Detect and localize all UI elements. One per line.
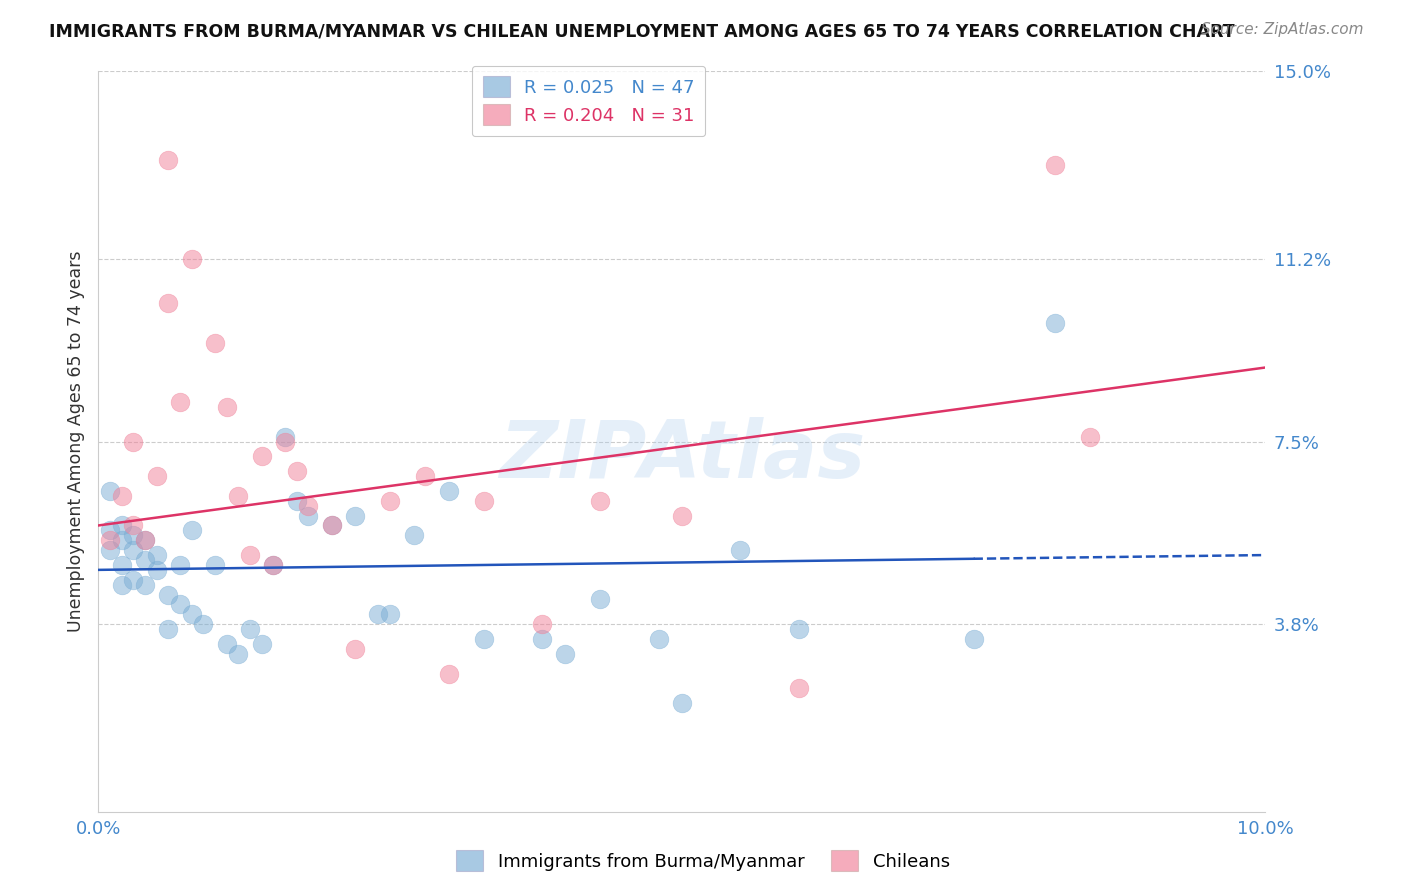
Point xyxy=(437,483,460,498)
Point xyxy=(413,469,436,483)
Point xyxy=(204,335,226,350)
Point xyxy=(111,518,134,533)
Point xyxy=(157,588,180,602)
Point xyxy=(98,543,121,558)
Point xyxy=(134,553,156,567)
Legend: R = 0.025   N = 47, R = 0.204   N = 31: R = 0.025 N = 47, R = 0.204 N = 31 xyxy=(471,66,706,136)
Point xyxy=(228,647,250,661)
Point xyxy=(204,558,226,572)
Point xyxy=(169,598,191,612)
Point xyxy=(122,543,145,558)
Text: IMMIGRANTS FROM BURMA/MYANMAR VS CHILEAN UNEMPLOYMENT AMONG AGES 65 TO 74 YEARS : IMMIGRANTS FROM BURMA/MYANMAR VS CHILEAN… xyxy=(49,22,1234,40)
Point xyxy=(380,493,402,508)
Point xyxy=(262,558,284,572)
Point xyxy=(1045,316,1067,330)
Point xyxy=(228,489,250,503)
Point xyxy=(321,518,343,533)
Point xyxy=(111,577,134,591)
Point xyxy=(1080,429,1102,443)
Point xyxy=(111,489,134,503)
Point xyxy=(239,548,262,562)
Point xyxy=(146,563,169,577)
Point xyxy=(367,607,389,622)
Point xyxy=(239,622,262,636)
Point xyxy=(344,508,367,523)
Point xyxy=(274,434,297,449)
Point xyxy=(554,647,576,661)
Point xyxy=(134,577,156,591)
Point xyxy=(250,637,273,651)
Text: ZIPAtlas: ZIPAtlas xyxy=(499,417,865,495)
Point xyxy=(647,632,669,646)
Point xyxy=(98,533,121,548)
Point xyxy=(169,558,191,572)
Point xyxy=(134,533,156,548)
Point xyxy=(285,464,308,478)
Point xyxy=(180,524,202,538)
Point xyxy=(157,622,180,636)
Point xyxy=(437,666,460,681)
Y-axis label: Unemployment Among Ages 65 to 74 years: Unemployment Among Ages 65 to 74 years xyxy=(66,251,84,632)
Point xyxy=(98,524,121,538)
Point xyxy=(472,632,495,646)
Point xyxy=(146,548,169,562)
Point xyxy=(146,469,169,483)
Point xyxy=(530,632,553,646)
Point xyxy=(321,518,343,533)
Point xyxy=(193,617,215,632)
Point xyxy=(1045,158,1067,172)
Point xyxy=(180,607,202,622)
Point xyxy=(787,681,810,696)
Point xyxy=(122,528,145,542)
Point xyxy=(250,450,273,464)
Point xyxy=(215,400,238,414)
Point xyxy=(111,533,134,548)
Point xyxy=(402,528,425,542)
Legend: Immigrants from Burma/Myanmar, Chileans: Immigrants from Burma/Myanmar, Chileans xyxy=(449,843,957,879)
Point xyxy=(671,508,693,523)
Point xyxy=(262,558,284,572)
Point xyxy=(589,493,612,508)
Point xyxy=(122,573,145,587)
Point xyxy=(380,607,402,622)
Point xyxy=(157,153,180,168)
Point xyxy=(274,429,297,443)
Point xyxy=(134,533,156,548)
Point xyxy=(730,543,752,558)
Point xyxy=(962,632,984,646)
Point xyxy=(530,617,553,632)
Point xyxy=(180,252,202,266)
Point xyxy=(122,518,145,533)
Point xyxy=(671,696,693,710)
Point xyxy=(157,296,180,310)
Point xyxy=(111,558,134,572)
Text: Source: ZipAtlas.com: Source: ZipAtlas.com xyxy=(1201,22,1364,37)
Point xyxy=(297,508,319,523)
Point xyxy=(787,622,810,636)
Point xyxy=(297,499,319,513)
Point xyxy=(589,592,612,607)
Point xyxy=(344,641,367,656)
Point xyxy=(472,493,495,508)
Point xyxy=(169,395,191,409)
Point xyxy=(215,637,238,651)
Point xyxy=(285,493,308,508)
Point xyxy=(122,434,145,449)
Point xyxy=(98,483,121,498)
